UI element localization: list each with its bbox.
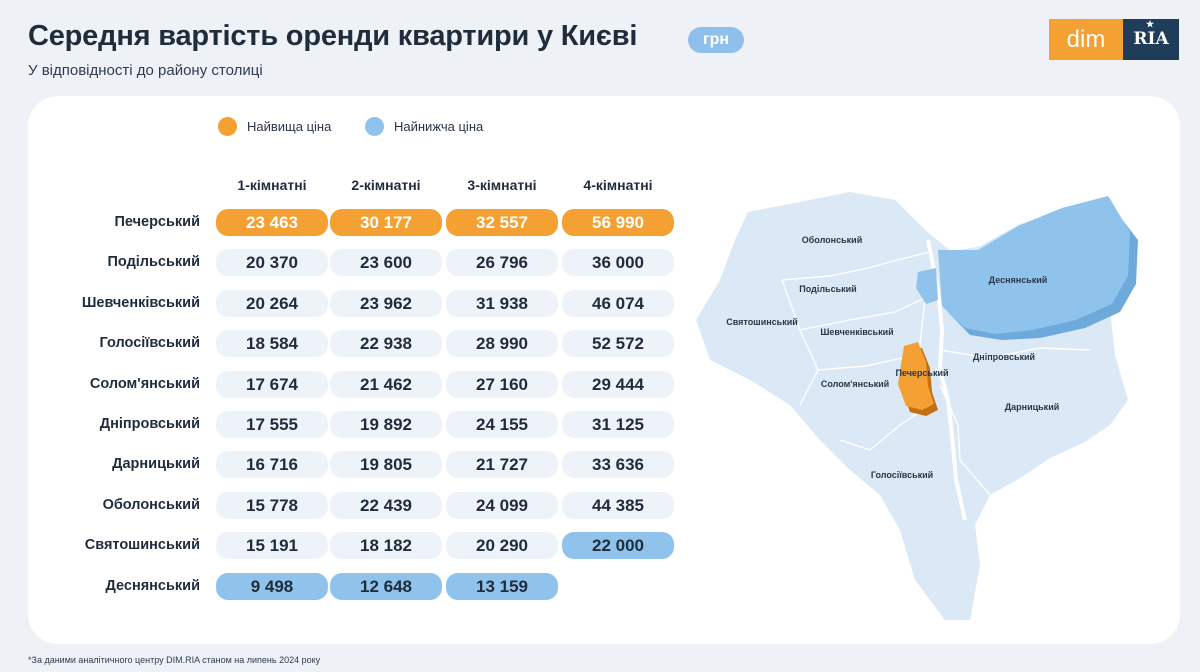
price-cell: 16 716 (216, 451, 328, 479)
page-subtitle: У відповідності до району столиці (28, 62, 263, 79)
price-cell: 30 177 (330, 209, 442, 236)
district-name: Деснянський (105, 577, 200, 594)
legend-max-label: Найвища ціна (247, 119, 332, 134)
price-cell: 32 557 (446, 209, 558, 236)
dimria-logo: dim ★ RIA (1049, 19, 1179, 60)
map-label-obolonskyi: Оболонський (802, 235, 862, 245)
district-name: Шевченківський (81, 294, 200, 311)
price-cell: 20 264 (216, 289, 328, 317)
page-title: Середня вартість оренди квартири у Києві (28, 20, 638, 52)
price-cell: 52 572 (562, 330, 674, 358)
price-cell: 31 125 (562, 411, 674, 438)
price-cell: 44 385 (562, 491, 674, 519)
price-cell: 29 444 (562, 370, 674, 398)
price-cell: 18 584 (216, 330, 328, 358)
price-cell: 15 778 (216, 491, 328, 519)
price-cell: 24 155 (446, 411, 558, 438)
price-cell: 22 439 (330, 491, 442, 519)
price-cell: 17 674 (216, 370, 328, 398)
logo-dim-part: dim (1049, 19, 1123, 60)
district-name: Подільський (107, 254, 200, 271)
legend-min-label: Найнижча ціна (394, 119, 484, 134)
price-cell: 36 000 (562, 249, 674, 277)
district-name: Голосіївський (99, 335, 200, 352)
price-cell: 17 555 (216, 411, 328, 438)
map-label-podilskyi: Подільський (799, 284, 856, 294)
legend-max-dot-icon (218, 117, 237, 136)
footnote: *За даними аналітичного центру DIM.RIA с… (28, 655, 321, 665)
legend-item-max: Найвища ціна (218, 117, 331, 136)
price-cell: 22 000 (562, 532, 674, 560)
price-cell: 23 962 (330, 289, 442, 317)
price-cell: 26 796 (446, 249, 558, 277)
price-cell: 28 990 (446, 330, 558, 358)
price-cell: 22 938 (330, 330, 442, 358)
price-cell: 46 074 (562, 289, 674, 317)
price-cell: 56 990 (562, 209, 674, 236)
map-label-darnytskyi: Дарницький (1005, 402, 1060, 412)
price-cell: 23 600 (330, 249, 442, 277)
district-name: Дарницький (112, 456, 200, 473)
column-header: 2-кімнатні (351, 177, 421, 193)
map-district-pecherskyi (898, 342, 934, 410)
unit-badge: грн (688, 27, 744, 53)
price-cell: 24 099 (446, 491, 558, 519)
district-name: Святошинський (84, 537, 200, 554)
column-header: 1-кімнатні (237, 177, 307, 193)
map-label-dniprovskyi: Дніпровський (973, 352, 1035, 362)
logo-ria-text: RIA (1133, 29, 1169, 49)
district-name: Дніпровський (99, 416, 200, 432)
logo-ria-part: ★ RIA (1123, 19, 1179, 60)
map-district-desnianskyi (938, 196, 1130, 334)
price-cell: 23 463 (216, 209, 328, 236)
map-label-holosiivskyi: Голосіївський (871, 470, 933, 480)
dnipro-river (926, 239, 967, 521)
price-cell: 19 892 (330, 411, 442, 438)
map-label-shevchenkivskyi: Шевченківський (820, 327, 893, 337)
map-label-sviatoshynskyi: Святошинський (726, 317, 798, 327)
legend-item-min: Найнижча ціна (365, 117, 483, 136)
price-cell: 19 805 (330, 451, 442, 479)
price-cell: 21 462 (330, 370, 442, 398)
price-cell: 21 727 (446, 451, 558, 479)
map-label-solomianskyi: Солом'янський (821, 379, 889, 389)
column-header: 4-кімнатні (583, 177, 653, 193)
price-cell: 27 160 (446, 370, 558, 398)
price-cell: 13 159 (446, 572, 558, 600)
price-cell: 9 498 (216, 572, 328, 600)
district-name: Оболонський (102, 496, 200, 513)
price-cell: 33 636 (562, 451, 674, 479)
price-cell: 31 938 (446, 289, 558, 317)
legend-min-dot-icon (365, 117, 384, 136)
price-cell: 15 191 (216, 532, 328, 560)
map-label-desnianskyi: Деснянський (989, 275, 1048, 285)
star-icon: ★ (1146, 20, 1155, 30)
price-cell: 12 648 (330, 572, 442, 600)
kyiv-map: Оболонський Деснянський Подільський Свят… (696, 192, 1138, 620)
price-cell: 18 182 (330, 532, 442, 560)
map-district-desnianskyi-island (916, 268, 938, 304)
district-name: Печерський (114, 214, 200, 230)
column-header: 3-кімнатні (467, 177, 537, 193)
map-label-pecherskyi: Печерський (895, 368, 948, 378)
price-cell: 20 370 (216, 249, 328, 277)
price-cell: 20 290 (446, 532, 558, 560)
district-name: Солом'янський (89, 375, 200, 392)
